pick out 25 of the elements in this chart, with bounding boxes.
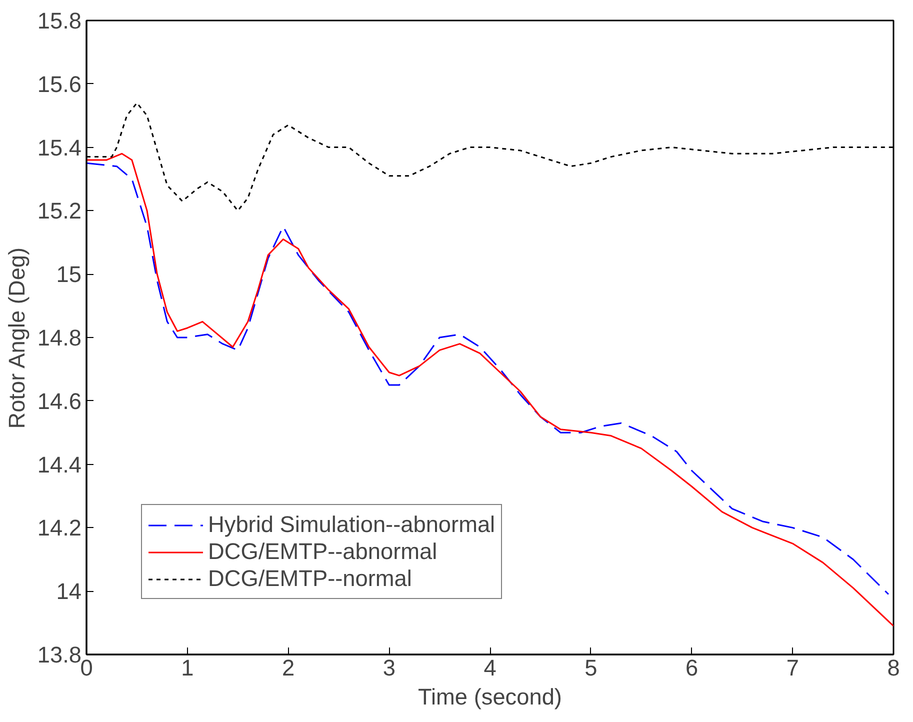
y-tick-label: 14.6 [37, 388, 82, 414]
y-tick-label: 14.8 [37, 324, 82, 350]
x-tick-label: 5 [584, 654, 598, 680]
legend-label: Hybrid Simulation--abnormal [208, 511, 496, 538]
x-tick-label: 1 [181, 654, 194, 680]
y-tick-label: 15 [56, 261, 82, 288]
y-tick-label: 14.4 [37, 451, 82, 478]
y-tick-label: 14.2 [37, 514, 82, 541]
y-tick-label: 14 [56, 578, 82, 604]
x-tick-label: 8 [887, 654, 900, 680]
x-tick-label: 7 [786, 654, 799, 680]
y-axis-title: Rotor Angle (Deg) [3, 247, 30, 429]
y-tick-label: 15.4 [37, 134, 82, 160]
x-tick-label: 2 [282, 654, 295, 680]
x-tick-label: 0 [80, 654, 93, 680]
x-tick-label: 6 [685, 654, 698, 680]
x-axis-title: Time (second) [418, 684, 562, 710]
x-tick-label: 4 [484, 654, 496, 680]
y-tick-label: 15.2 [37, 198, 82, 224]
x-tick-label: 3 [382, 654, 396, 680]
legend-label: DCG/EMTP--abnormal [208, 538, 438, 565]
y-tick-label: 15.8 [37, 8, 82, 34]
y-tick-label: 15.6 [37, 70, 82, 97]
legend-label: DCG/EMTP--normal [208, 565, 412, 592]
y-tick-label: 13.8 [37, 642, 82, 668]
